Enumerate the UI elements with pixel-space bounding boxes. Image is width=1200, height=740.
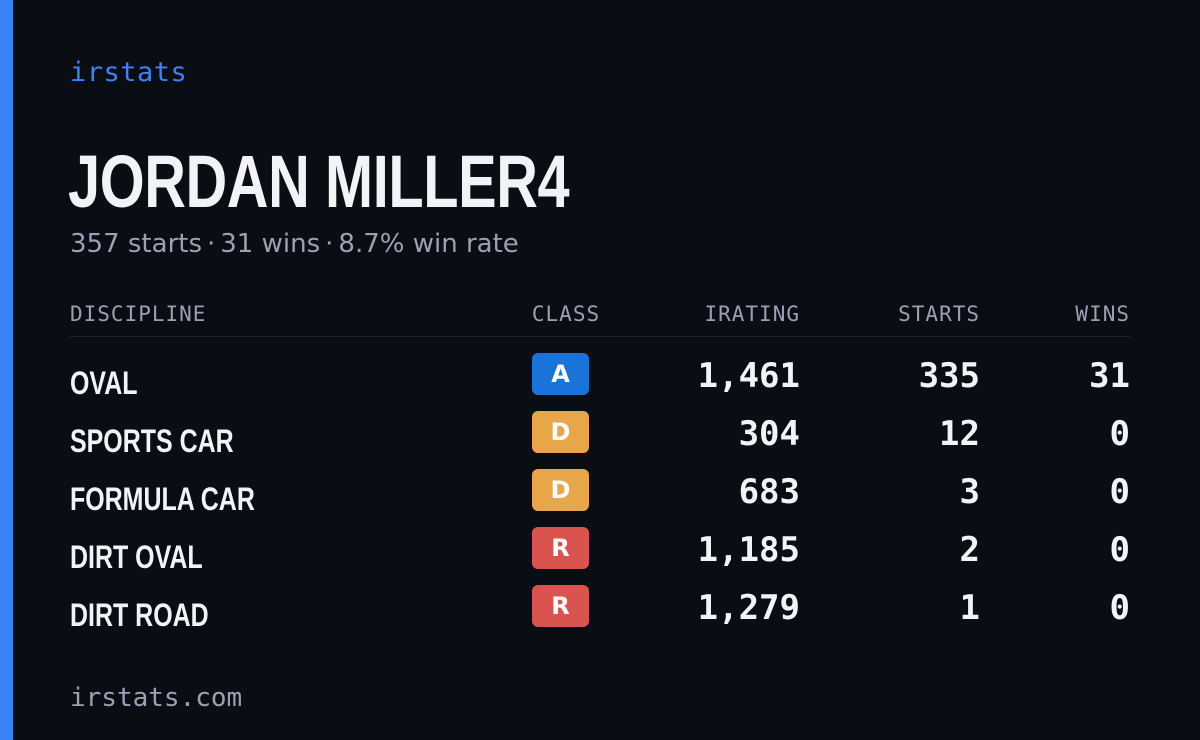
table-row: FORMULA CAR D 683 3 0 <box>70 469 1130 527</box>
row-wins: 0 <box>1109 472 1130 512</box>
table-header: DISCIPLINE CLASS IRATING STARTS WINS <box>70 296 1130 337</box>
footer-url: irstats.com <box>70 683 243 713</box>
header-discipline: DISCIPLINE <box>70 302 207 326</box>
starts-summary: 357 starts <box>70 229 202 259</box>
row-discipline: DIRT ROAD <box>70 597 209 633</box>
separator: · <box>207 229 216 259</box>
license-class-badge: D <box>532 469 589 511</box>
license-class-badge: R <box>532 527 589 569</box>
separator: · <box>325 229 334 259</box>
header-irating: IRATING <box>704 302 800 326</box>
row-wins: 31 <box>1089 356 1130 396</box>
row-irating: 304 <box>738 414 800 454</box>
row-starts: 335 <box>918 356 980 396</box>
row-wins: 0 <box>1109 414 1130 454</box>
wins-summary: 31 wins <box>220 229 321 259</box>
license-class-badge: D <box>532 411 589 453</box>
winrate-summary: 8.7% win rate <box>338 229 519 259</box>
row-wins: 0 <box>1109 588 1130 628</box>
table-row: DIRT OVAL R 1,185 2 0 <box>70 527 1130 585</box>
row-discipline: DIRT OVAL <box>70 539 203 575</box>
license-class-badge: A <box>532 353 589 395</box>
header-starts: STARTS <box>898 302 980 326</box>
header-class: CLASS <box>531 302 601 326</box>
row-starts: 1 <box>959 588 980 628</box>
table-row: OVAL A 1,461 335 31 <box>70 353 1130 411</box>
license-class-badge: R <box>532 585 589 627</box>
table-row: SPORTS CAR D 304 12 0 <box>70 411 1130 469</box>
row-starts: 2 <box>959 530 980 570</box>
row-irating: 1,461 <box>697 356 800 396</box>
player-name: JORDAN MILLER4 <box>68 140 570 223</box>
row-starts: 12 <box>939 414 980 454</box>
row-discipline: SPORTS CAR <box>70 423 234 459</box>
stats-table: DISCIPLINE CLASS IRATING STARTS WINS OVA… <box>70 296 1130 643</box>
row-irating: 1,279 <box>697 588 800 628</box>
brand-logo-text: irstats <box>70 57 188 88</box>
header-wins: WINS <box>1075 302 1130 326</box>
row-discipline: OVAL <box>70 365 138 401</box>
row-discipline: FORMULA CAR <box>70 481 255 517</box>
row-starts: 3 <box>959 472 980 512</box>
table-body: OVAL A 1,461 335 31 SPORTS CAR D 304 12 … <box>70 337 1130 643</box>
row-irating: 1,185 <box>697 530 800 570</box>
row-irating: 683 <box>738 472 800 512</box>
row-wins: 0 <box>1109 530 1130 570</box>
table-row: DIRT ROAD R 1,279 1 0 <box>70 585 1130 643</box>
player-summary: 357 starts · 31 wins · 8.7% win rate <box>70 226 519 262</box>
accent-bar <box>0 0 13 740</box>
